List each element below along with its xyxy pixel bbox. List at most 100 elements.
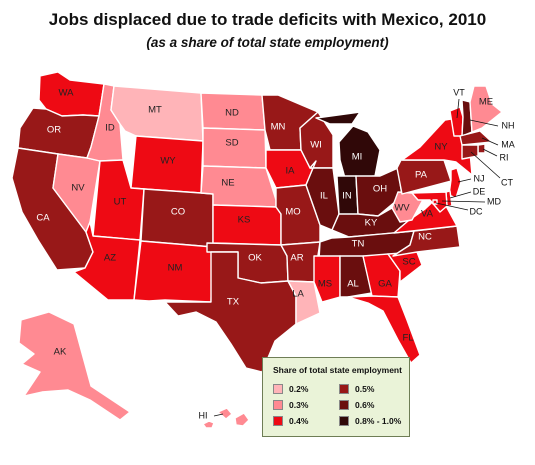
legend-swatch	[273, 416, 283, 426]
state-il	[305, 160, 340, 231]
leader-line-hi	[213, 413, 224, 417]
state-ms	[313, 255, 341, 303]
state-co	[140, 188, 214, 248]
legend-item: 0.2%	[273, 384, 308, 394]
state-label-ak: AK	[54, 347, 67, 358]
state-nj	[448, 167, 462, 199]
state-al	[339, 255, 373, 298]
state-label-dc: DC	[470, 206, 483, 216]
state-label-sc: SC	[402, 257, 415, 268]
state-label-ar: AR	[290, 253, 303, 264]
state-label-tx: TX	[227, 297, 240, 308]
state-label-wa: WA	[59, 88, 75, 99]
state-label-mo: MO	[285, 207, 300, 218]
state-label-az: AZ	[104, 253, 116, 264]
state-label-ca: CA	[36, 213, 50, 224]
state-label-ne: NE	[221, 178, 234, 189]
state-label-il: IL	[320, 191, 328, 202]
legend-swatch	[273, 384, 283, 394]
state-label-vt: VT	[453, 87, 465, 97]
legend-swatch	[339, 400, 349, 410]
legend-item: 0.6%	[339, 400, 374, 410]
state-ak	[18, 311, 131, 421]
state-label-la: LA	[292, 289, 304, 300]
state-label-ga: GA	[378, 279, 392, 290]
state-md	[411, 191, 448, 213]
state-label-sd: SD	[225, 138, 238, 149]
state-ri	[477, 143, 486, 154]
leader-line-de	[449, 191, 472, 199]
state-label-de: DE	[473, 186, 486, 196]
state-label-md: MD	[487, 196, 501, 206]
state-label-ut: UT	[114, 197, 127, 208]
legend-label: 0.4%	[289, 416, 309, 426]
leader-line-ct	[470, 151, 501, 179]
state-label-pa: PA	[415, 170, 428, 181]
state-pa	[396, 159, 452, 195]
state-label-hi: HI	[199, 410, 208, 420]
leader-line-md	[441, 200, 486, 203]
state-label-mi: MI	[352, 152, 363, 163]
state-az	[73, 221, 141, 301]
state-label-ms: MS	[318, 279, 332, 290]
leader-line-nh	[469, 119, 499, 127]
state-label-me: ME	[479, 97, 493, 108]
leader-line-vt	[456, 98, 460, 119]
legend-item: 0.3%	[273, 400, 308, 410]
legend-item: 0.5%	[339, 384, 374, 394]
state-label-ma: MA	[501, 139, 515, 149]
state-mi	[315, 111, 381, 179]
leader-line-ma	[481, 137, 499, 146]
state-label-ks: KS	[238, 215, 251, 226]
state-label-wy: WY	[160, 156, 176, 167]
state-label-nh: NH	[502, 120, 515, 130]
legend-label: 0.5%	[355, 384, 375, 394]
state-label-tn: TN	[352, 239, 365, 250]
state-label-al: AL	[347, 279, 359, 290]
state-label-nd: ND	[225, 108, 239, 119]
state-hi	[202, 407, 250, 429]
state-label-or: OR	[47, 125, 61, 136]
state-me	[469, 85, 503, 133]
state-label-nm: NM	[168, 263, 183, 274]
map-title: Jobs displaced due to trade deficits wit…	[48, 10, 487, 29]
legend-swatch	[339, 384, 349, 394]
legend: Share of total state employment 0.2% 0.3…	[262, 357, 410, 437]
leader-line-ri	[482, 148, 498, 157]
legend-item: 0.4%	[273, 416, 308, 426]
leader-line-nj	[457, 178, 472, 183]
state-label-in: IN	[342, 191, 352, 202]
state-label-ct: CT	[501, 177, 513, 187]
state-label-ia: IA	[286, 166, 296, 177]
state-label-va: VA	[421, 209, 434, 220]
state-label-oh: OH	[373, 184, 387, 195]
legend-label: 0.8% - 1.0%	[355, 416, 402, 426]
legend-swatch	[339, 416, 349, 426]
state-label-co: CO	[171, 207, 185, 218]
state-label-ky: KY	[365, 218, 378, 229]
map-subtitle: (as a share of total state employment)	[146, 35, 389, 50]
state-label-nc: NC	[418, 232, 432, 243]
state-label-id: ID	[105, 123, 115, 134]
state-label-nv: NV	[71, 183, 85, 194]
state-la	[287, 280, 321, 325]
state-label-mn: MN	[271, 122, 286, 133]
state-label-mt: MT	[148, 105, 162, 116]
legend-item: 0.8% - 1.0%	[339, 416, 401, 426]
leader-line-dc	[435, 202, 469, 211]
legend-title: Share of total state employment	[273, 365, 402, 375]
state-label-wv: WV	[394, 203, 410, 214]
state-label-ny: NY	[434, 142, 448, 153]
state-label-ri: RI	[500, 152, 509, 162]
legend-swatch	[273, 400, 283, 410]
state-ga	[362, 253, 401, 298]
state-label-wi: WI	[310, 140, 322, 151]
legend-label: 0.6%	[355, 400, 375, 410]
legend-label: 0.3%	[289, 400, 309, 410]
state-label-nj: NJ	[474, 173, 485, 183]
state-fl	[347, 295, 421, 364]
state-label-ok: OK	[248, 253, 262, 264]
state-label-fl: FL	[402, 333, 413, 344]
state-ct	[461, 144, 479, 160]
